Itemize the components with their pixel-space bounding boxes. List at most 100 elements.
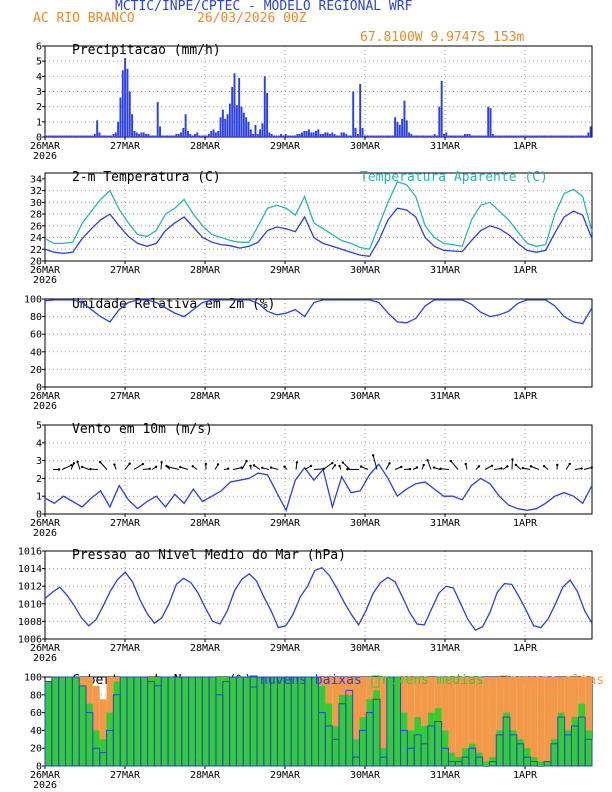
cloud-bar-nuvens-medias: [79, 685, 87, 766]
precip-bar: [240, 106, 243, 137]
clouds-xtick-label: 30MAR: [350, 770, 381, 781]
precip-bar: [193, 133, 196, 137]
precip-bar: [352, 91, 355, 137]
precip-bar: [422, 135, 425, 137]
wind-vector: [82, 466, 90, 470]
cloud-bar-nuvens-altas: [468, 677, 476, 766]
precip-bar: [189, 133, 192, 137]
precip-bar: [582, 135, 585, 137]
rh-ytick-label: 60: [30, 330, 42, 341]
precip-bar: [310, 132, 313, 137]
wind-vector: [124, 463, 131, 470]
precip-bar: [412, 135, 415, 137]
precip-bar: [384, 135, 387, 137]
wind-vector-head: [580, 467, 583, 470]
precip-bar: [545, 135, 548, 137]
precip-bar: [47, 135, 50, 137]
precip-bar: [114, 132, 117, 137]
station-name: AC RIO BRANCO: [33, 11, 135, 26]
wind-ytick-label: 5: [36, 421, 42, 432]
cloud-bar-nuvens-medias: [427, 712, 435, 766]
cloud-bar-nuvens-medias: [222, 677, 230, 766]
cloud-bar-nuvens-medias: [181, 677, 189, 766]
precip-bar: [254, 124, 257, 137]
precip-xtick-label: 30MAR: [350, 141, 381, 152]
pressure-ytick-label: 1010: [18, 599, 42, 610]
precip-bar: [217, 130, 220, 137]
precip-ytick-label: 3: [36, 87, 42, 98]
precip-bar: [342, 132, 345, 137]
wind-ytick-label: 4: [36, 438, 42, 449]
wind-vector: [99, 461, 108, 470]
precip-bar: [177, 133, 180, 137]
precip-bar: [561, 135, 564, 137]
cloud-bar-nuvens-medias: [571, 717, 579, 766]
precip-bar: [138, 133, 141, 137]
wind-vector: [77, 461, 81, 470]
precip-bar: [505, 135, 508, 137]
pressure-ytick-label: 1008: [18, 617, 42, 628]
cloud-bar-nuvens-medias: [332, 725, 340, 766]
clouds-ytick-label: 60: [30, 708, 42, 719]
cloud-bar-nuvens-altas: [523, 677, 531, 766]
precip-bar: [589, 126, 592, 137]
cloud-bar-nuvens-medias: [311, 677, 319, 766]
wind-vector-head: [464, 462, 467, 466]
wind-vector-head: [141, 462, 145, 466]
precip-bar: [568, 135, 571, 137]
wind-vector-head: [128, 462, 131, 465]
clouds-xtick-label: 26MAR: [30, 770, 61, 781]
clouds-ytick-label: 80: [30, 690, 42, 701]
precip-bar: [287, 135, 290, 137]
precip-bar: [107, 135, 110, 137]
precip-bar: [443, 133, 445, 137]
cloud-bar-nuvens-medias: [304, 677, 312, 766]
precip-bar: [184, 114, 187, 137]
precip-bar: [68, 135, 71, 137]
precip-bar: [363, 135, 366, 137]
wind-vector-head: [204, 462, 208, 466]
precip-bar: [228, 103, 231, 137]
wind-ytick-label: 3: [36, 456, 42, 467]
precip-bar: [56, 135, 59, 137]
precip-bar: [349, 135, 352, 137]
cloud-bar-nuvens-medias: [120, 677, 128, 766]
precip-bar: [498, 135, 501, 137]
precip-bar: [415, 135, 418, 137]
precip-bar: [531, 135, 534, 137]
precip-bar: [533, 135, 536, 137]
pressure-ytick-label: 1014: [18, 564, 42, 575]
precip-bar: [403, 100, 406, 137]
cloud-legend-swatch: [499, 675, 508, 688]
precip-bar: [526, 135, 529, 137]
precip-bar: [424, 135, 427, 137]
precip-bar: [519, 135, 522, 137]
wind-vector-head: [338, 464, 341, 468]
precip-bar: [263, 76, 266, 137]
cloud-bar-nuvens-altas: [441, 677, 449, 766]
precip-bar: [203, 135, 206, 137]
temp-xtick-label: 1APR: [513, 265, 538, 276]
precip-bar: [447, 135, 450, 137]
precip-bar: [578, 135, 580, 137]
wind-vector: [168, 466, 180, 470]
wind-vector-head: [98, 460, 102, 464]
cloud-bar-nuvens-medias: [243, 677, 251, 766]
wind-vector-head: [490, 464, 494, 467]
cloud-bar-nuvens-altas: [407, 677, 415, 766]
cloud-bar-nuvens-medias: [263, 677, 271, 766]
wind-vector-head: [500, 467, 503, 470]
precip-bar: [149, 135, 152, 137]
precip-bar: [501, 135, 504, 137]
wind-vector-head: [249, 464, 252, 468]
precip-bar: [63, 135, 66, 137]
wind-vector-head: [542, 464, 546, 468]
precip-bar: [496, 135, 499, 137]
cloud-bar-nuvens-medias: [236, 677, 244, 766]
precip-bar: [547, 135, 550, 137]
precip-bar: [294, 135, 296, 137]
precip-bar: [510, 135, 513, 137]
precip-bar: [198, 135, 201, 137]
precip-bar: [205, 135, 208, 137]
precip-bar: [93, 133, 96, 137]
